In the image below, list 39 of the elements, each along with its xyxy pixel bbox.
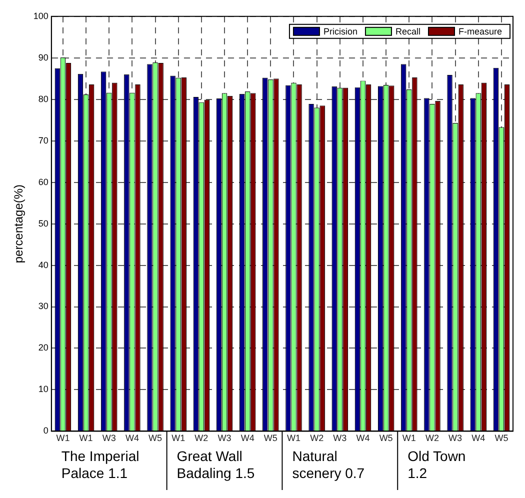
y-tick-label: 40 bbox=[38, 260, 48, 270]
x-tick-label: W4 bbox=[472, 433, 486, 444]
y-tick-label: 90 bbox=[38, 52, 48, 62]
legend-label: F-measure bbox=[458, 26, 502, 36]
text: The Imperial Palace 1.1 bbox=[61, 448, 140, 482]
x-tick-label: W4 bbox=[356, 433, 370, 444]
x-tick-label: W3 bbox=[218, 433, 232, 444]
x-tick-label: W5 bbox=[379, 433, 393, 444]
x-tick-label: W2 bbox=[425, 433, 439, 444]
x-tick-label: W2 bbox=[194, 433, 208, 444]
y-tick-label: 70 bbox=[38, 135, 48, 146]
y-tick-label: 0 bbox=[43, 426, 48, 436]
x-tick-label: W5 bbox=[494, 433, 508, 444]
y-tick-label: 80 bbox=[38, 94, 48, 104]
x-tick-label: W1 bbox=[402, 433, 416, 444]
y-tick-label: 100 bbox=[33, 10, 48, 21]
text: Natural scenery 0.7 bbox=[292, 448, 365, 482]
y-tick-label: 10 bbox=[38, 384, 48, 394]
x-tick-label: W1 bbox=[287, 433, 300, 444]
y-tick-label: 20 bbox=[38, 342, 48, 353]
text: Great Wall Badaling 1.5 bbox=[176, 448, 255, 482]
x-tick-label: W3 bbox=[102, 433, 116, 444]
x-tick-label: W4 bbox=[240, 433, 254, 444]
y-axis-title: percentage(%) bbox=[12, 184, 26, 264]
x-tick-label: W4 bbox=[125, 433, 139, 444]
x-tick-label: W1 bbox=[79, 433, 93, 444]
y-tick-label: 30 bbox=[38, 301, 48, 312]
x-tick-label: W3 bbox=[333, 433, 347, 444]
x-tick-label: W5 bbox=[264, 433, 278, 444]
x-tick-label: W1 bbox=[172, 433, 186, 444]
x-tick-label: W3 bbox=[448, 433, 462, 444]
y-tick-label: 50 bbox=[38, 218, 48, 228]
legend-label: Pricision bbox=[323, 26, 358, 36]
legend-label: Recall bbox=[395, 26, 420, 36]
x-tick-label: W2 bbox=[310, 433, 324, 444]
text: Old Town 1.2 bbox=[408, 448, 466, 482]
y-tick-label: 60 bbox=[38, 176, 48, 187]
x-tick-label: W5 bbox=[148, 433, 162, 444]
x-tick-label: W1 bbox=[56, 433, 70, 444]
